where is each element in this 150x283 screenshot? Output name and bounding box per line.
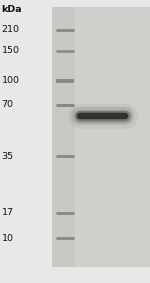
Text: 17: 17 [2, 208, 14, 217]
Text: 70: 70 [2, 100, 14, 109]
Text: 35: 35 [2, 152, 14, 161]
Bar [75, 7, 150, 267]
Text: 100: 100 [2, 76, 20, 85]
Bar [52, 7, 75, 267]
Text: 210: 210 [2, 25, 20, 34]
Text: kDa: kDa [2, 5, 22, 14]
Text: 10: 10 [2, 234, 14, 243]
Text: 150: 150 [2, 46, 20, 55]
